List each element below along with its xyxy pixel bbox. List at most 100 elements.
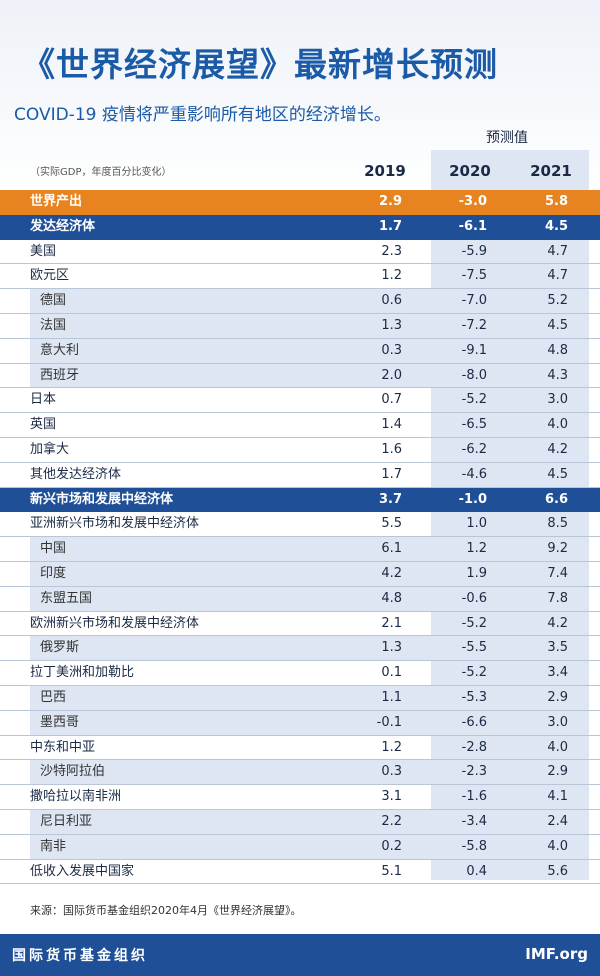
units-note: （实际GDP，年度百分比变化） xyxy=(30,167,172,178)
row-label: 美国 xyxy=(30,243,57,259)
value-cell-2019: 3.7 xyxy=(378,491,402,507)
table-row: 意大利 0.3 -9.1 4.8 xyxy=(0,338,600,364)
table-row: 美国 2.3 -5.9 4.7 xyxy=(0,240,600,265)
value-cell-2021: 4.5 xyxy=(544,218,568,234)
value-cell-2020: -7.2 xyxy=(461,317,487,333)
value-cell-2020: -6.2 xyxy=(461,441,487,457)
value-cell-2020: -0.6 xyxy=(461,590,487,606)
data-table: 世界产出 2.9 -3.0 5.8 发达经济体 1.7 -6.1 4.5 美国 2.3 -5.9 4.… xyxy=(0,190,600,885)
row-label: 撒哈拉以南非洲 xyxy=(30,789,122,805)
value-cell-2021: 7.8 xyxy=(547,590,568,606)
page-subtitle: COVID-19 疫情将严重影响所有地区的经济增长。 xyxy=(14,105,391,125)
table-row: 东盟五国 4.8 -0.6 7.8 xyxy=(0,586,600,612)
value-cell-2019: 0.6 xyxy=(381,293,402,309)
row-label: 东盟五国 xyxy=(40,590,93,606)
value-cell-2020: 1.9 xyxy=(466,565,487,581)
forecast-column-background xyxy=(431,150,589,880)
table-row: 世界产出 2.9 -3.0 5.8 xyxy=(0,190,600,215)
value-cell-2021: 2.9 xyxy=(547,764,568,780)
value-cell-2020: -3.0 xyxy=(458,194,487,209)
table-row: 日本 0.7 -5.2 3.0 xyxy=(0,388,600,414)
value-cell-2021: 3.4 xyxy=(547,665,568,681)
row-label: 墨西哥 xyxy=(40,714,80,730)
value-cell-2020: -1.6 xyxy=(461,789,487,805)
row-label: 欧洲新兴市场和发展中经济体 xyxy=(30,615,200,631)
value-cell-2019: 1.3 xyxy=(381,317,402,333)
row-label: 英国 xyxy=(30,417,57,433)
table-row: 墨西哥 -0.1 -6.6 3.0 xyxy=(0,710,600,736)
value-cell-2021: 4.0 xyxy=(547,838,568,854)
value-cell-2021: 4.2 xyxy=(547,441,568,457)
footer-site-link[interactable]: IMF.org xyxy=(525,945,588,963)
table-row: 德国 0.6 -7.0 5.2 xyxy=(0,289,600,314)
value-cell-2021: 9.2 xyxy=(547,541,568,557)
table-row: 巴西 1.1 -5.3 2.9 xyxy=(0,685,600,711)
row-label: 加拿大 xyxy=(30,441,70,457)
row-label: 欧元区 xyxy=(30,268,70,284)
value-cell-2021: 4.8 xyxy=(547,342,568,358)
footer-org-name: 国际货币基金组织 xyxy=(12,948,148,964)
value-cell-2019: 2.9 xyxy=(378,194,402,209)
value-cell-2019: 5.1 xyxy=(381,863,402,879)
row-label: 其他发达经济体 xyxy=(30,466,122,482)
row-label: 德国 xyxy=(40,293,67,309)
value-cell-2019: 2.0 xyxy=(381,367,402,383)
row-label: 印度 xyxy=(40,565,67,581)
value-cell-2019: -0.1 xyxy=(376,714,402,730)
value-cell-2020: -8.0 xyxy=(461,367,487,383)
table-row: 俄罗斯 1.3 -5.5 3.5 xyxy=(0,636,600,662)
table-row: 低收入发展中国家 5.1 0.4 5.6 xyxy=(0,860,600,885)
value-cell-2020: -5.2 xyxy=(461,665,487,681)
value-cell-2019: 4.8 xyxy=(381,590,402,606)
column-header-2019: 2019 xyxy=(364,162,406,180)
value-cell-2021: 3.0 xyxy=(547,392,568,408)
row-label: 世界产出 xyxy=(30,194,83,209)
value-cell-2020: -3.4 xyxy=(461,813,487,829)
value-cell-2019: 0.3 xyxy=(381,342,402,358)
value-cell-2020: -5.3 xyxy=(461,689,487,705)
row-label: 拉丁美洲和加勒比 xyxy=(30,665,135,681)
source-note: 来源：国际货币基金组织2020年4月《世界经济展望》。 xyxy=(30,904,302,917)
table-row: 尼日利亚 2.2 -3.4 2.4 xyxy=(0,809,600,835)
table-row: 拉丁美洲和加勒比 0.1 -5.2 3.4 xyxy=(0,661,600,686)
value-cell-2020: -6.5 xyxy=(461,417,487,433)
value-cell-2021: 5.2 xyxy=(547,293,568,309)
column-header-2021: 2021 xyxy=(530,162,572,180)
value-cell-2019: 2.2 xyxy=(381,813,402,829)
table-row: 欧元区 1.2 -7.5 4.7 xyxy=(0,264,600,290)
value-cell-2019: 1.2 xyxy=(381,268,402,284)
value-cell-2019: 2.1 xyxy=(381,615,402,631)
value-cell-2019: 1.4 xyxy=(381,417,402,433)
value-cell-2021: 4.5 xyxy=(547,317,568,333)
footer-bar: 国际货币基金组织 IMF.org xyxy=(0,934,600,976)
value-cell-2021: 4.0 xyxy=(547,417,568,433)
row-label: 俄罗斯 xyxy=(40,640,80,656)
value-cell-2021: 6.6 xyxy=(544,491,568,507)
table-row: 西班牙 2.0 -8.0 4.3 xyxy=(0,363,600,389)
value-cell-2019: 3.1 xyxy=(381,789,402,805)
row-label: 西班牙 xyxy=(40,367,80,383)
row-label: 法国 xyxy=(40,317,67,333)
row-label: 发达经济体 xyxy=(30,218,96,234)
table-row: 其他发达经济体 1.7 -4.6 4.5 xyxy=(0,463,600,488)
row-label: 尼日利亚 xyxy=(40,813,93,829)
value-cell-2019: 0.2 xyxy=(381,838,402,854)
column-header-2020: 2020 xyxy=(449,162,491,180)
value-cell-2019: 1.7 xyxy=(378,218,402,234)
value-cell-2020: -5.2 xyxy=(461,392,487,408)
row-label: 低收入发展中国家 xyxy=(30,863,135,879)
page-title: 《世界经济展望》最新增长预测 xyxy=(22,45,498,84)
row-label: 亚洲新兴市场和发展中经济体 xyxy=(30,516,200,532)
value-cell-2019: 4.2 xyxy=(381,565,402,581)
value-cell-2020: -5.8 xyxy=(461,838,487,854)
value-cell-2019: 2.3 xyxy=(381,243,402,259)
table-row: 撒哈拉以南非洲 3.1 -1.6 4.1 xyxy=(0,785,600,810)
row-label: 南非 xyxy=(40,838,67,854)
value-cell-2019: 1.2 xyxy=(381,739,402,755)
table-row: 中国 6.1 1.2 9.2 xyxy=(0,537,600,562)
forecast-label: 预测值 xyxy=(486,130,528,146)
value-cell-2021: 4.0 xyxy=(547,739,568,755)
table-row: 南非 0.2 -5.8 4.0 xyxy=(0,834,600,860)
value-cell-2021: 4.5 xyxy=(547,466,568,482)
